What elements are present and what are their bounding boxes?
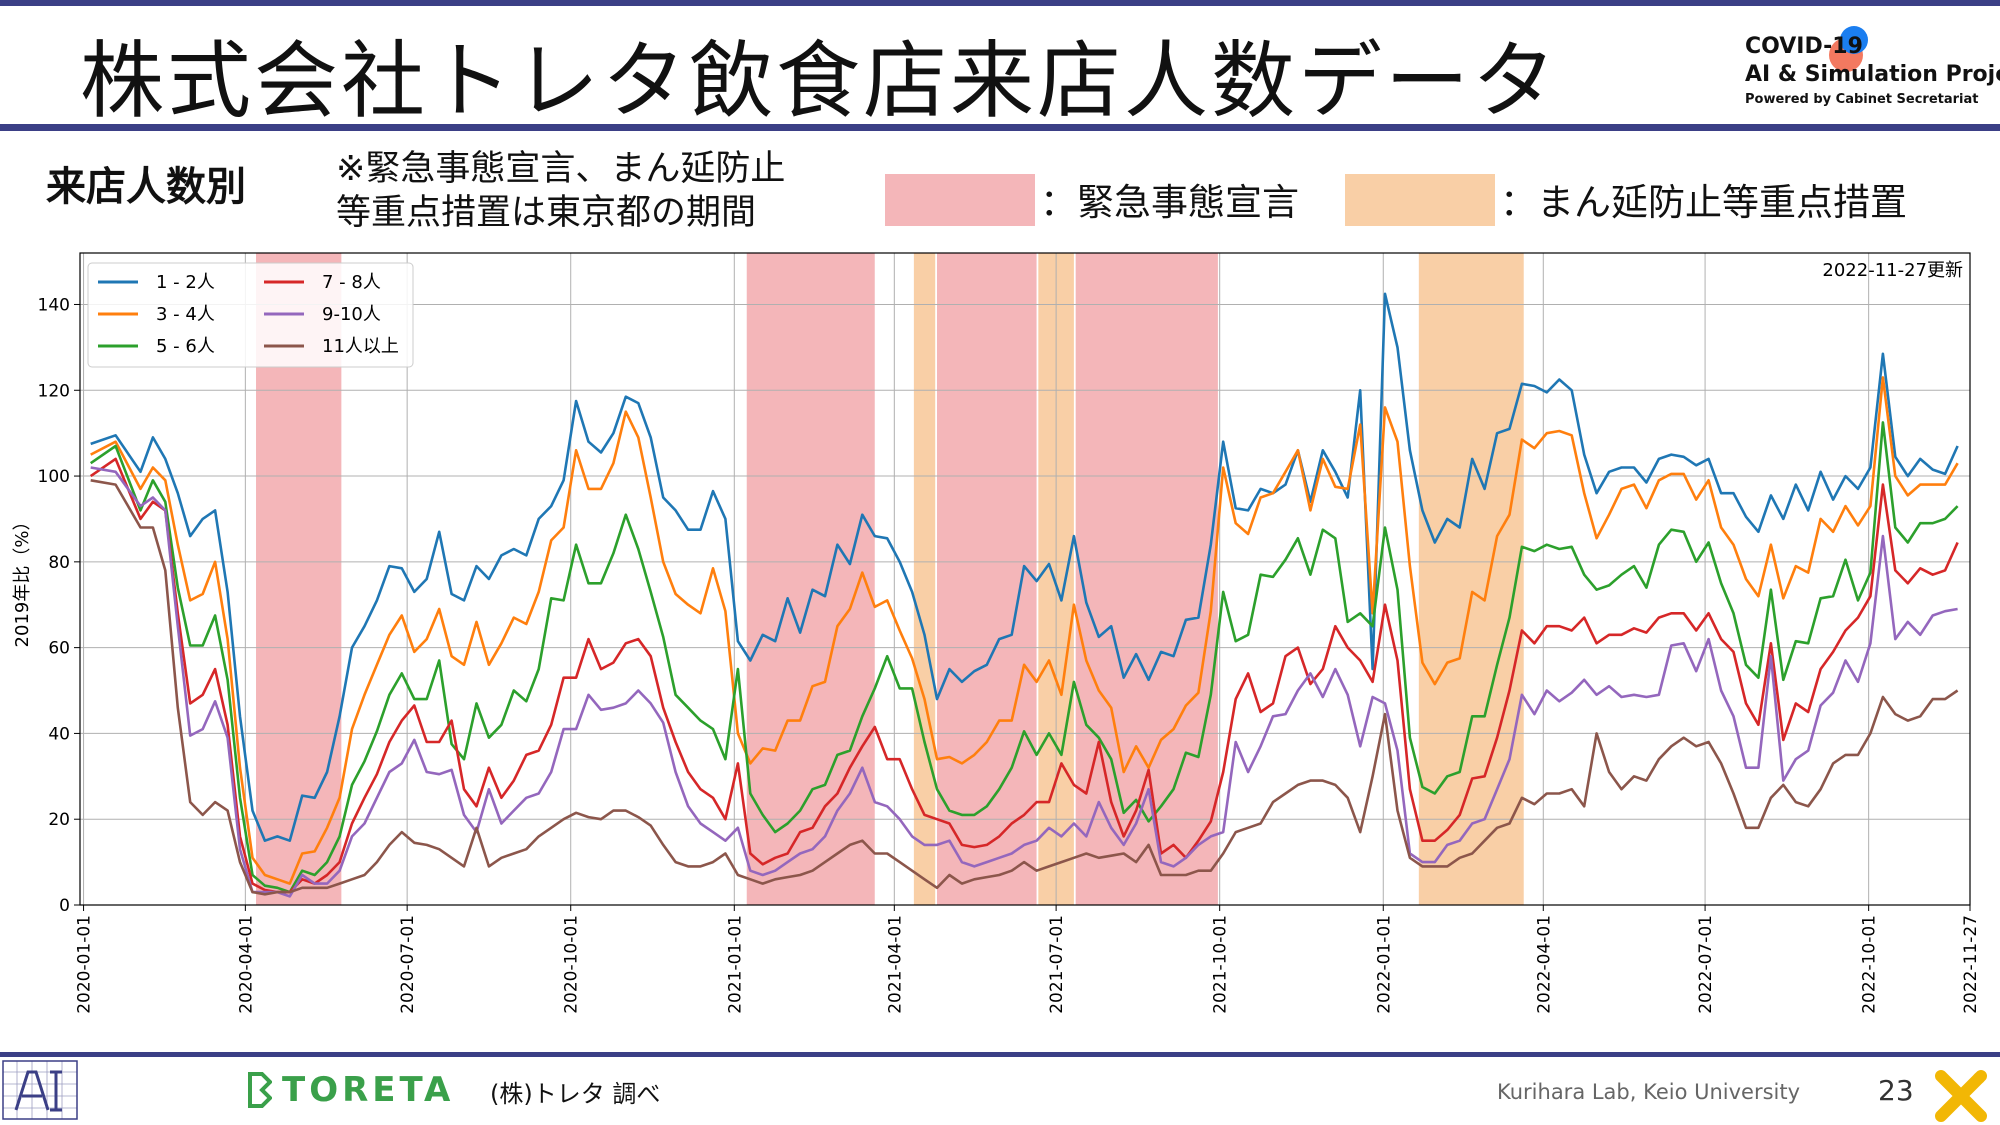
period-note-line-2: 等重点措置は東京都の期間	[336, 193, 757, 233]
lab-credit: Kurihara Lab, Keio University	[1497, 1080, 1801, 1104]
x-tick-label: 2022-04-01	[1534, 915, 1554, 1014]
y-tick-label: 120	[38, 381, 70, 401]
logo-line-2: AI & Simulation Project	[1745, 62, 2000, 87]
priority-measures-legend-swatch	[1345, 174, 1495, 226]
y-tick-label: 40	[48, 724, 70, 744]
x-tick-label: 2020-04-01	[236, 915, 256, 1014]
period-note-line-1: ※緊急事態宣言、まん延防止	[336, 149, 786, 189]
x-tick-label: 2022-01-01	[1374, 915, 1394, 1014]
plot-frame	[79, 252, 1971, 906]
series-lines	[89, 292, 1959, 898]
x-tick-label: 2022-07-01	[1696, 915, 1716, 1014]
top-border-bar	[0, 0, 2000, 6]
y-axis-ticks: 0 20 40 60 80 100 120 140	[38, 295, 80, 916]
x-axis-ticks: 2020-01-01 2020-04-01 2020-07-01 2020-10-01…	[75, 905, 1981, 1014]
x-tick-label: 2020-01-01	[75, 915, 95, 1014]
series-line-6	[90, 479, 1959, 896]
legend-label-1: 1 - 2人	[156, 272, 215, 293]
logo-blue-circle-icon	[1840, 26, 1868, 54]
footer-divider-bar	[0, 1052, 2000, 1057]
y-tick-label: 80	[48, 553, 70, 573]
x-tick-label: 2021-04-01	[885, 915, 905, 1014]
legend-label-6: 11人以上	[322, 336, 399, 357]
series-line-4	[89, 457, 1959, 894]
emergency-legend-swatch	[885, 174, 1035, 226]
priority-period-band	[1418, 253, 1524, 905]
emergency-legend-label: ：緊急事態宣言	[1040, 181, 1299, 224]
y-axis-label: 2019年比（%）	[12, 513, 33, 648]
emergency-period-band	[936, 253, 1037, 905]
data-source-note: (株)トレタ 調べ	[490, 1080, 661, 1108]
x-tick-label: 2022-10-01	[1860, 915, 1880, 1014]
x-tick-label: 2021-07-01	[1047, 915, 1067, 1014]
x-brand-logo-icon	[1935, 1070, 1987, 1122]
y-tick-label: 60	[48, 639, 70, 659]
series-line-1	[90, 292, 1959, 843]
x-tick-label: 2021-10-01	[1211, 915, 1231, 1014]
legend-label-4: 7 - 8人	[322, 272, 381, 293]
x-tick-label: 2020-07-01	[398, 915, 418, 1014]
emergency-period-band	[746, 253, 875, 905]
series-legend: 1 - 2人 3 - 4人 5 - 6人 7 - 8人 9-10人 11人以上	[87, 262, 414, 368]
legend-label-3: 5 - 6人	[156, 336, 215, 357]
legend-label-2: 3 - 4人	[156, 304, 215, 325]
y-tick-label: 140	[38, 295, 70, 315]
x-tick-label: 2022-11-27	[1961, 915, 1981, 1014]
updated-date-label: 2022-11-27更新	[1822, 260, 1963, 281]
toreta-logo-text: TORETA	[282, 1070, 455, 1110]
y-tick-label: 20	[48, 810, 70, 830]
logo-line-1: COVID-19	[1745, 34, 1863, 59]
legend-label-5: 9-10人	[322, 304, 381, 325]
priority-measures-legend-label: ：まん延防止等重点措置	[1500, 181, 1907, 224]
x-tick-label: 2020-10-01	[562, 915, 582, 1014]
header-divider-bar	[0, 124, 2000, 131]
lab-ai-logo-icon	[2, 1060, 78, 1120]
priority-period-band	[913, 253, 936, 905]
section-subtitle: 来店人数別	[46, 164, 246, 210]
series-line-2	[90, 376, 1959, 885]
page-number: 23	[1878, 1074, 1914, 1107]
y-tick-label: 100	[38, 467, 70, 487]
series-line-5	[90, 466, 1958, 898]
toreta-logo-icon	[248, 1072, 272, 1108]
logo-line-3: Powered by Cabinet Secretariat	[1745, 92, 1979, 107]
covid19-ai-simulation-logo: COVID-19 AI & Simulation Project Powered…	[1745, 24, 2000, 124]
y-tick-label: 0	[59, 896, 70, 916]
series-line-3	[89, 421, 1959, 894]
page-title: 株式会社トレタ飲食店来店人数データ	[80, 32, 1560, 130]
x-tick-label: 2021-01-01	[725, 915, 745, 1014]
legend-box	[87, 262, 414, 368]
